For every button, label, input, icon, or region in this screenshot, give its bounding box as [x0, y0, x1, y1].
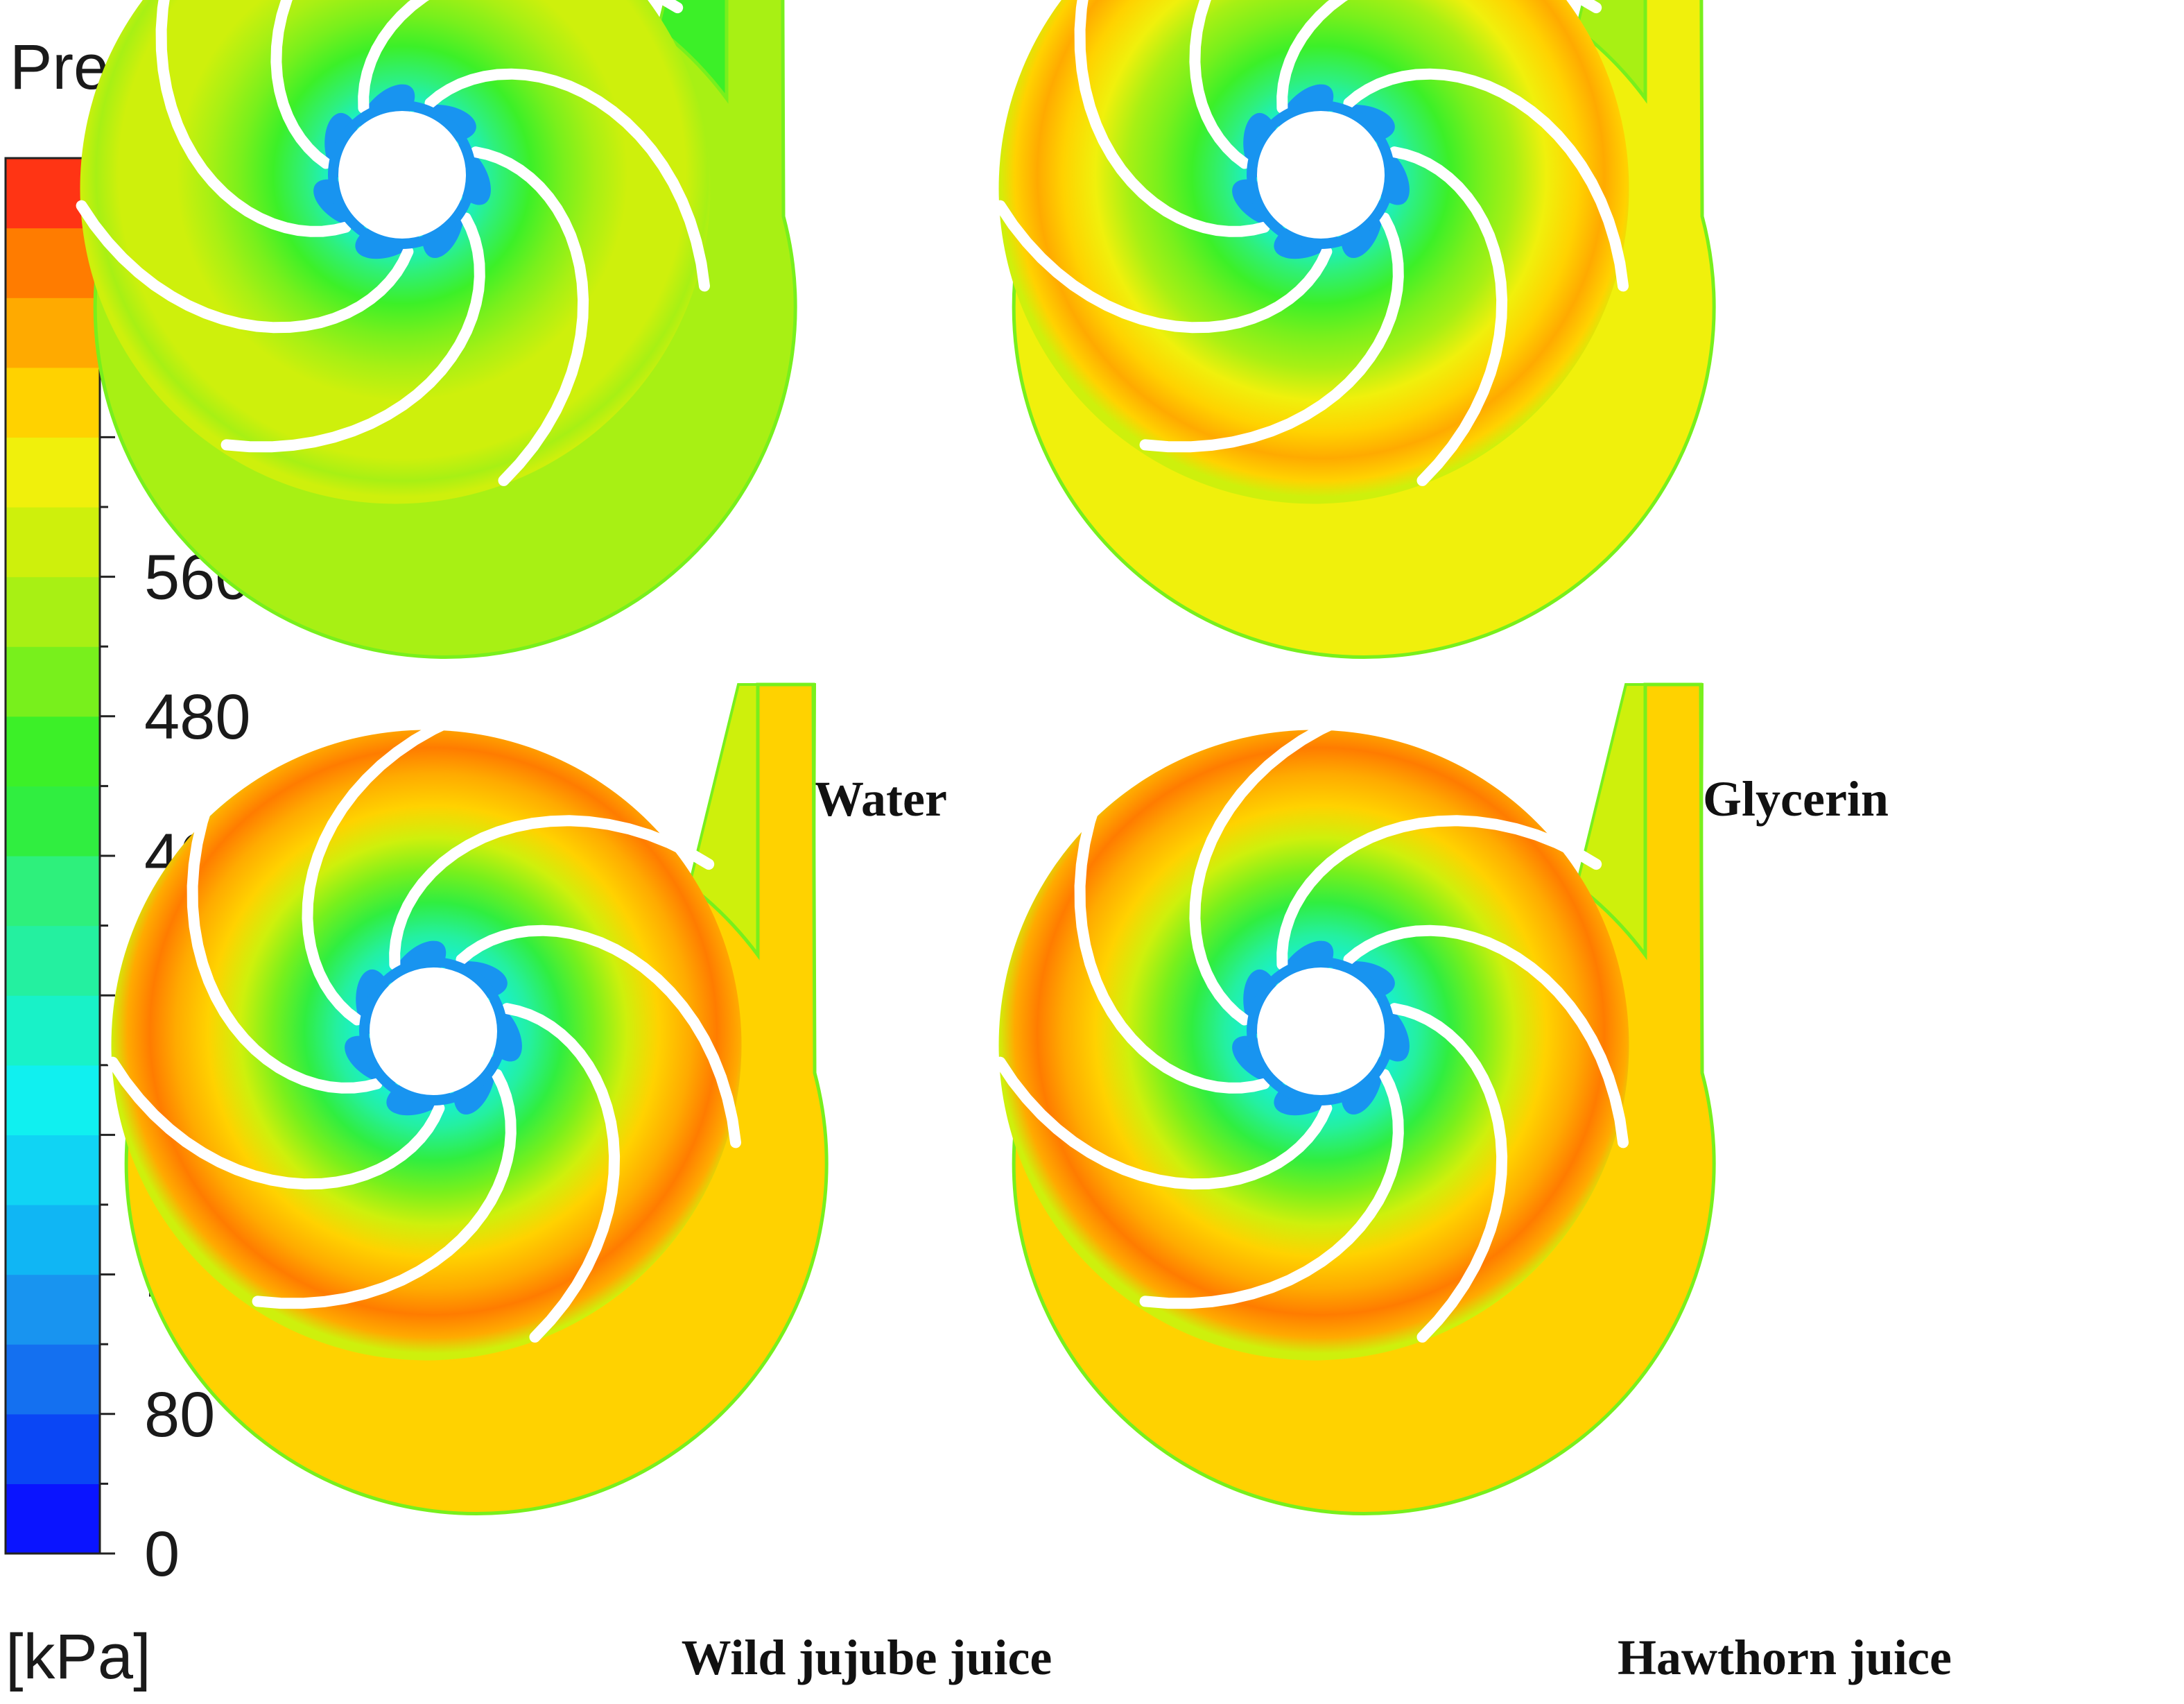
panel-d-hawthorn-juice: D Hawthorn juice [994, 682, 1952, 1685]
impeller-blade [501, 1003, 621, 1343]
impeller-blade [994, 1056, 1333, 1190]
impeller-blade [424, 68, 710, 292]
impeller-blade [1189, 0, 1251, 169]
legend-color-swatch [6, 1344, 100, 1415]
impeller-blade [1343, 924, 1629, 1148]
impeller-eye [1257, 111, 1385, 239]
panel-a-water: A Water [76, 0, 947, 827]
legend-color-swatch [6, 1483, 100, 1554]
impeller-blade [1389, 146, 1508, 486]
panel-caption: Water [814, 771, 947, 827]
impeller-eye [338, 111, 466, 239]
impeller-blade [1189, 706, 1368, 1026]
impeller-blade [107, 1056, 445, 1190]
legend-color-swatch [6, 298, 100, 368]
impeller-blade [220, 212, 485, 453]
legend-color-swatch [6, 1205, 100, 1275]
impeller-blade [1389, 1003, 1508, 1343]
eye-ring [1247, 101, 1395, 249]
pump-contour [994, 682, 1716, 1515]
impeller-blade [358, 0, 684, 114]
panel-caption: Hawthorn juice [1618, 1630, 1952, 1685]
panel-caption: Wild jujube juice [682, 1630, 1052, 1685]
impeller-blade [389, 815, 715, 970]
eye-ring [1247, 957, 1395, 1105]
impeller-blade [76, 200, 414, 334]
impeller-blade [994, 200, 1333, 334]
legend-tick-label: 80 [144, 1379, 215, 1450]
impeller-blade [1074, 794, 1270, 1094]
impeller-blade [1343, 68, 1629, 292]
legend-color-swatch [6, 646, 100, 717]
eye-ring [328, 101, 476, 249]
legend-tick-label: 480 [144, 682, 251, 752]
legend-color-swatch [6, 437, 100, 508]
legend-color-swatch [6, 1274, 100, 1345]
panel-caption: Glycerin [1703, 771, 1889, 827]
impeller-blade [1139, 212, 1404, 453]
legend-color-swatch [6, 995, 100, 1066]
legend-color-swatch [6, 716, 100, 786]
panel-b-glycerin: B Glycerin [994, 0, 1889, 827]
impeller-blade [1139, 1069, 1404, 1309]
legend-color-swatch [6, 576, 100, 647]
legend-color-swatch [6, 925, 100, 996]
impeller-blade [270, 0, 332, 169]
legend-color-swatch [6, 1065, 100, 1135]
legend-color-swatch [6, 1413, 100, 1484]
eye-ring [359, 957, 508, 1105]
pump-contour [994, 0, 1716, 659]
impeller-blade [252, 1069, 517, 1309]
impeller-blade [456, 924, 741, 1148]
impeller-blade [155, 0, 352, 237]
impeller-blade [1276, 815, 1602, 970]
legend-color-bar [4, 157, 101, 1555]
impeller-blade [1276, 0, 1602, 114]
legend-color-swatch [6, 1135, 100, 1205]
legend-tick-label: 0 [144, 1519, 180, 1590]
panel-c-wild-jujube-juice: C Wild jujube juice [107, 682, 1052, 1685]
impeller-eye [370, 967, 497, 1095]
legend-color-swatch [6, 227, 100, 298]
pump-contour [107, 682, 829, 1515]
impeller-eye [1257, 967, 1385, 1095]
legend-color-swatch [6, 786, 100, 857]
pump-contour [76, 0, 797, 659]
legend-color-swatch [6, 856, 100, 927]
impeller-blade [302, 706, 480, 1026]
impeller-blade [1074, 0, 1270, 237]
legend-color-swatch [6, 367, 100, 438]
legend-color-swatch [6, 507, 100, 578]
impeller-blade [470, 146, 589, 486]
legend-unit: [kPa] [6, 1621, 151, 1692]
impeller-blade [187, 794, 383, 1094]
